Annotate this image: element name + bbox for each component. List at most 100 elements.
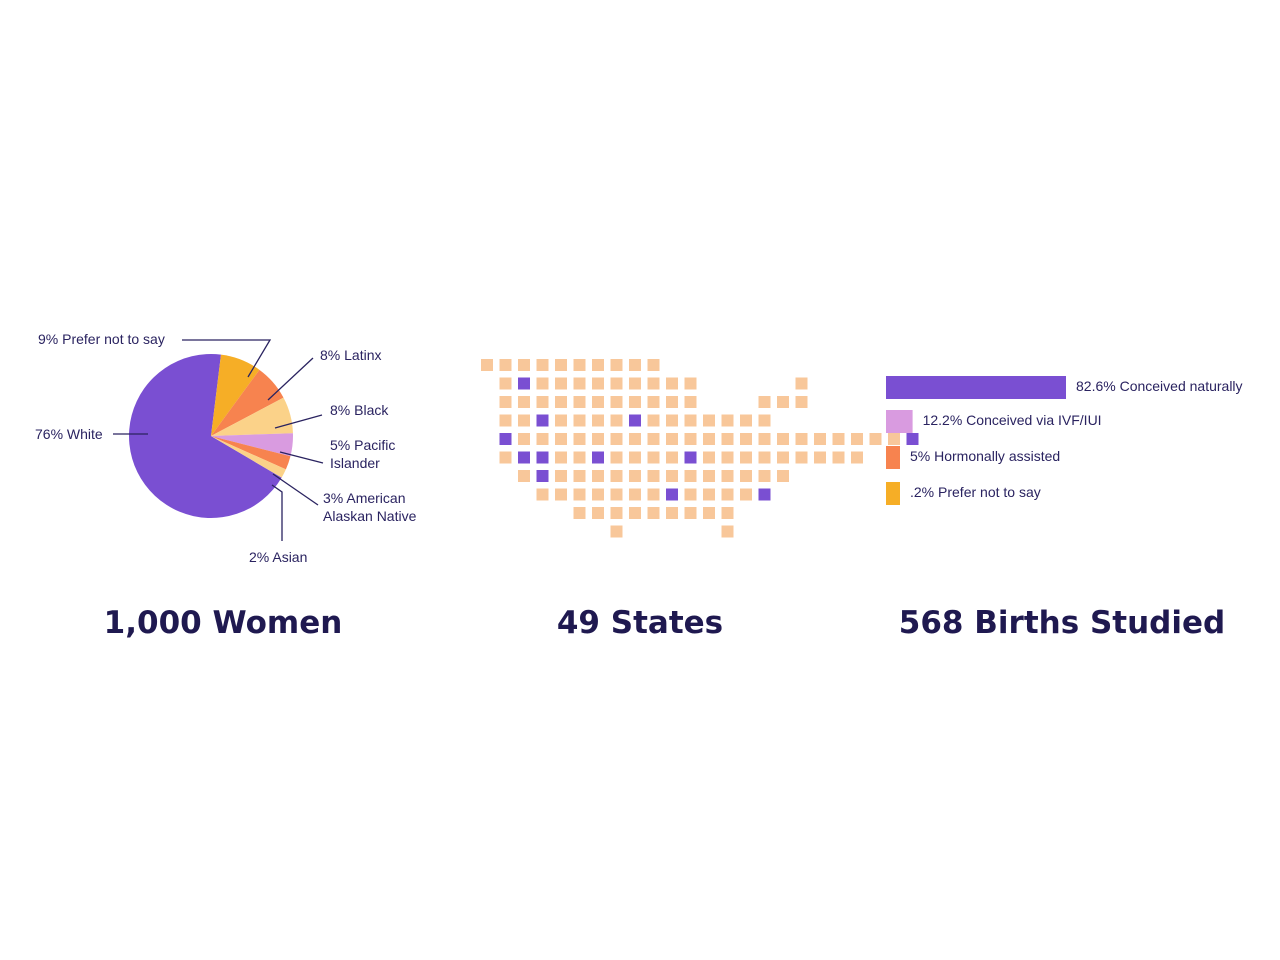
map-tile xyxy=(573,507,586,519)
map-tile xyxy=(629,488,641,501)
map-tile xyxy=(777,396,789,408)
map-tile xyxy=(647,359,660,371)
map-tile xyxy=(758,451,771,464)
map-tile xyxy=(647,377,660,390)
map-tile xyxy=(518,396,530,408)
map-tile xyxy=(555,433,567,445)
women-stat-title: 1,000 Women xyxy=(104,605,343,641)
map-tile xyxy=(647,451,660,464)
map-tile xyxy=(684,488,697,501)
map-tile xyxy=(684,396,697,408)
map-tile xyxy=(629,507,641,519)
states-stat-title: 49 States xyxy=(557,605,723,641)
map-tile xyxy=(518,414,530,427)
map-tile-highlight xyxy=(518,451,530,464)
map-tile xyxy=(610,396,623,408)
pie-slice-2 xyxy=(211,369,284,436)
map-tile xyxy=(610,488,623,501)
map-tile xyxy=(499,414,512,427)
map-tile xyxy=(610,451,623,464)
map-tile xyxy=(721,507,734,519)
map-tile xyxy=(721,525,734,538)
pie-label-3: 8% Black xyxy=(330,402,389,418)
pie-slice-6 xyxy=(211,436,286,478)
map-tile xyxy=(703,470,715,482)
pie-label-0: 76% White xyxy=(35,426,103,442)
map-tile xyxy=(647,470,660,482)
map-tile xyxy=(573,359,586,371)
map-tile xyxy=(647,507,660,519)
map-tile-highlight xyxy=(629,414,641,427)
bar-label-2: 5% Hormonally assisted xyxy=(910,448,1060,464)
bar-1 xyxy=(886,410,913,433)
bar-label-3: .2% Prefer not to say xyxy=(910,484,1041,500)
map-tile xyxy=(573,396,586,408)
pie-leader-line-2 xyxy=(267,357,314,401)
map-tile xyxy=(703,507,715,519)
map-tile xyxy=(758,396,771,408)
map-tile xyxy=(629,359,641,371)
map-tile xyxy=(666,433,678,445)
map-tile xyxy=(610,470,623,482)
pie-chart: 76% White 9% Prefer not to say 8% Latinx 8%… xyxy=(35,331,417,565)
map-tile xyxy=(666,396,678,408)
map-tile xyxy=(740,470,752,482)
pie-slice-0 xyxy=(128,353,282,518)
map-tile xyxy=(555,396,567,408)
pie-leader-line-6 xyxy=(271,484,283,541)
map-tile xyxy=(518,470,530,482)
map-tile xyxy=(721,451,734,464)
map-tile xyxy=(592,377,604,390)
map-tile xyxy=(647,396,660,408)
map-tile xyxy=(629,433,641,445)
map-tile xyxy=(740,414,752,427)
bar-label-0: 82.6% Conceived naturally xyxy=(1076,378,1243,394)
bar-2 xyxy=(886,446,900,469)
births-bar-chart: 82.6% Conceived naturally 12.2% Conceived… xyxy=(886,376,1243,505)
pie-slice-1 xyxy=(211,354,260,436)
map-tile xyxy=(758,433,771,445)
map-tile xyxy=(573,488,586,501)
map-tile xyxy=(536,396,549,408)
map-tile xyxy=(666,451,678,464)
map-tile xyxy=(721,488,734,501)
map-tile xyxy=(703,451,715,464)
map-tile xyxy=(629,470,641,482)
map-tile xyxy=(610,433,623,445)
map-tile xyxy=(684,414,697,427)
map-tile xyxy=(647,433,660,445)
map-tile xyxy=(610,525,623,538)
map-tile xyxy=(795,377,808,390)
map-tile xyxy=(814,451,826,464)
map-tile-highlight xyxy=(518,377,530,390)
map-tile xyxy=(684,470,697,482)
map-tile xyxy=(758,414,771,427)
map-tile xyxy=(555,451,567,464)
map-tile xyxy=(795,451,808,464)
pie-leader-line-4 xyxy=(279,451,324,464)
map-tile-highlight xyxy=(536,451,549,464)
pie-slice-3 xyxy=(211,397,293,436)
pie-slice-4 xyxy=(211,433,293,457)
map-tile xyxy=(758,470,771,482)
map-tile xyxy=(684,507,697,519)
map-tile xyxy=(610,414,623,427)
map-tile-highlight xyxy=(536,414,549,427)
map-tile xyxy=(703,433,715,445)
map-tile xyxy=(610,359,623,371)
bar-3 xyxy=(886,482,900,505)
pie-label-2: 8% Latinx xyxy=(320,347,381,363)
map-tile xyxy=(555,359,567,371)
map-tile xyxy=(647,488,660,501)
map-tile xyxy=(666,377,678,390)
map-tile xyxy=(555,488,567,501)
map-tile xyxy=(629,377,641,390)
map-tile-highlight xyxy=(758,488,771,501)
map-tile xyxy=(684,377,697,390)
pie-label-1: 9% Prefer not to say xyxy=(38,331,165,347)
map-tile xyxy=(592,507,604,519)
map-tile xyxy=(573,470,586,482)
map-tile-highlight xyxy=(906,433,919,445)
map-tile xyxy=(592,414,604,427)
